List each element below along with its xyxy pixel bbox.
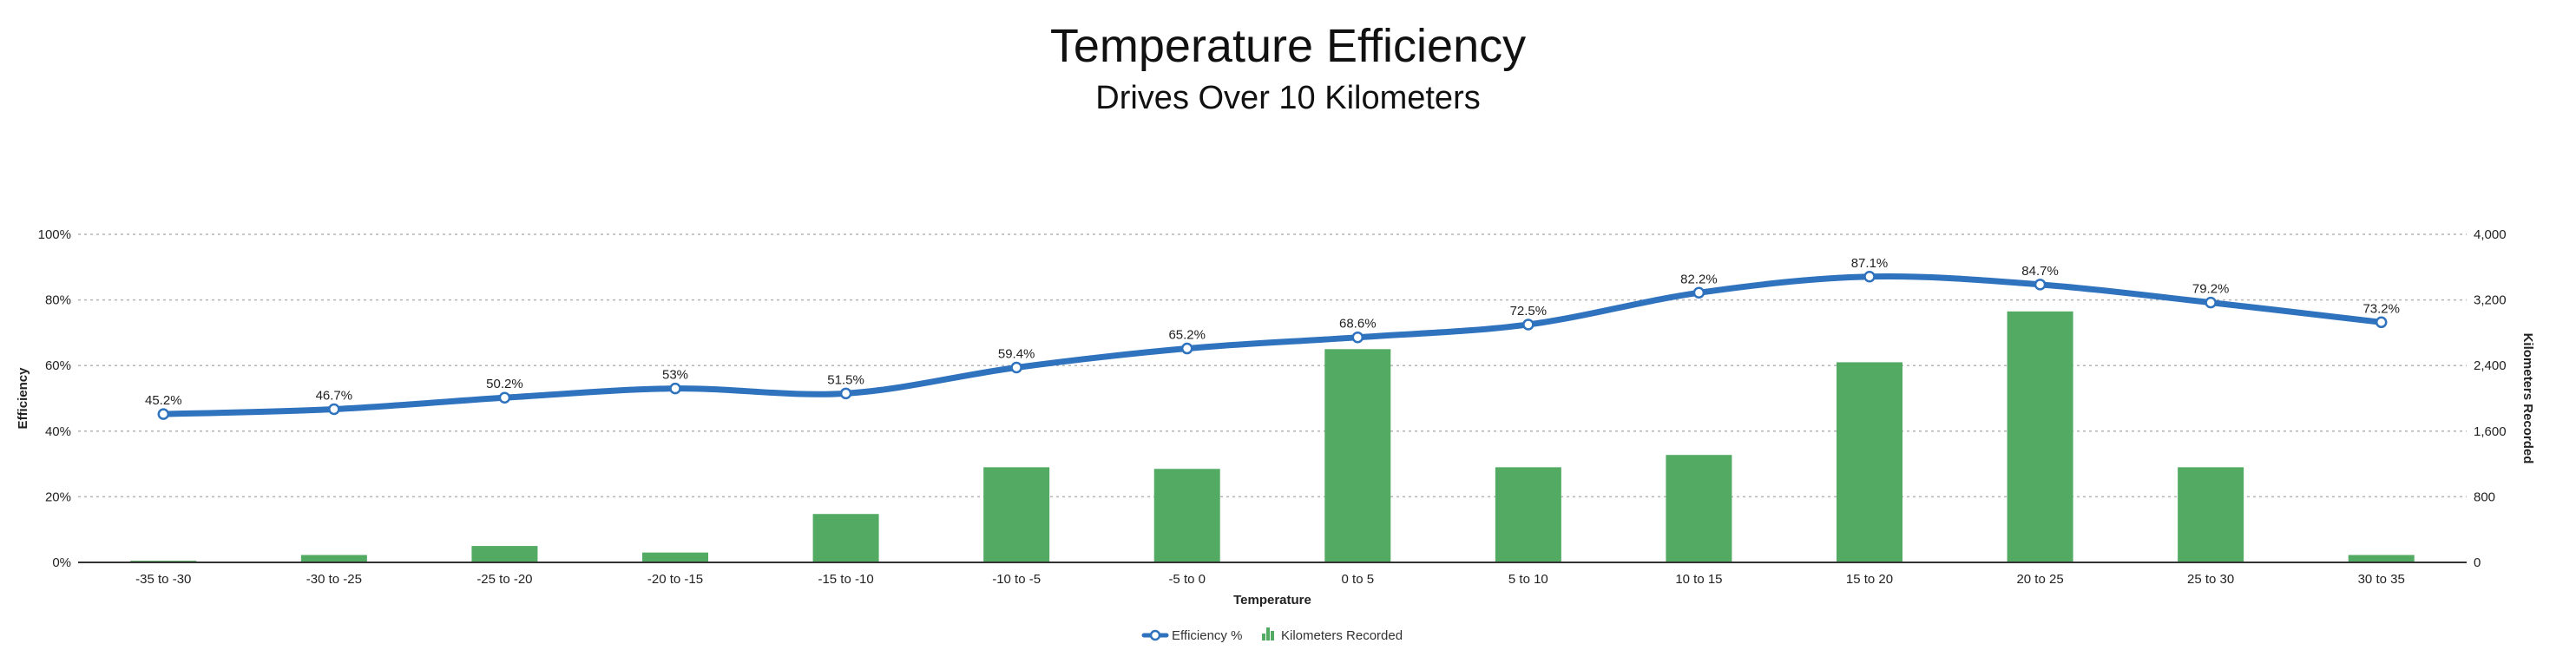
x-tick-label: 10 to 15: [1675, 572, 1722, 587]
bar: [2178, 467, 2244, 562]
data-label: 68.6%: [1339, 317, 1377, 332]
y-tick-label: 0%: [52, 555, 71, 570]
data-label: 59.4%: [998, 346, 1035, 361]
y-tick-label: 80%: [45, 293, 71, 308]
bar: [1837, 362, 1902, 562]
line-point: [1522, 319, 1534, 331]
legend-bar-icon: [1271, 631, 1274, 640]
chart-title: Temperature Efficiency: [1049, 20, 1527, 72]
y2-tick-label: 800: [2474, 489, 2495, 504]
x-tick-label: 15 to 20: [1846, 572, 1893, 587]
data-label: 46.7%: [316, 388, 353, 403]
bar: [642, 552, 708, 562]
x-axis-title: Temperature: [1233, 593, 1311, 608]
line-point: [1180, 342, 1193, 355]
line-point: [2205, 296, 2217, 309]
line-point: [328, 403, 340, 416]
line-series: 45.2% 46.7% 50.2% 53% 51.5% 59.4% 65.2% 68.6% 72…: [145, 256, 2400, 420]
x-tick-label: -25 to -20: [476, 572, 532, 587]
line-point: [839, 387, 852, 400]
x-tick-label: -15 to -10: [818, 572, 873, 587]
data-label: 73.2%: [2362, 301, 2400, 316]
y-tick-label: 40%: [45, 424, 71, 439]
line-point: [1351, 331, 1364, 344]
line-point: [157, 408, 170, 420]
x-tick-label: -5 to 0: [1168, 572, 1206, 587]
bar: [1495, 467, 1561, 562]
line-point: [1863, 271, 1876, 283]
line-point: [669, 382, 681, 395]
line-point: [498, 391, 511, 404]
x-tick-label: 25 to 30: [2187, 572, 2234, 587]
x-tick-label: 30 to 35: [2358, 572, 2405, 587]
y2-tick-label: 3,200: [2474, 293, 2507, 308]
y2-tick-label: 1,600: [2474, 424, 2507, 439]
y2-tick-label: 2,400: [2474, 358, 2507, 373]
bar: [2007, 311, 2073, 562]
legend-item-kilometers: Kilometers Recorded: [1262, 627, 1403, 643]
efficiency-line: [160, 273, 2385, 417]
chart-subtitle: Drives Over 10 Kilometers: [1095, 80, 1481, 116]
x-tick-label: 0 to 5: [1342, 572, 1375, 587]
y2-tick-label: 4,000: [2474, 227, 2507, 242]
legend-marker-icon: [1149, 629, 1161, 641]
x-tick-label: -20 to -15: [647, 572, 703, 587]
line-point: [2375, 316, 2388, 329]
y-axis-title: Efficiency: [16, 367, 30, 430]
y-tick-label: 100%: [38, 227, 71, 242]
data-label: 45.2%: [145, 393, 182, 408]
legend: Efficiency % Kilometers Recorded: [1141, 627, 1403, 643]
bar: [812, 514, 879, 562]
legend-label: Kilometers Recorded: [1281, 628, 1403, 643]
legend-bar-icon: [1262, 634, 1265, 640]
data-label: 82.2%: [1680, 272, 1718, 286]
legend-label: Efficiency %: [1172, 628, 1242, 643]
data-label: 53%: [662, 368, 688, 383]
x-tick-label: -10 to -5: [992, 572, 1041, 587]
y2-axis-title: Kilometers Recorded: [2520, 333, 2535, 464]
data-label: 51.5%: [827, 372, 864, 387]
bar: [983, 467, 1050, 562]
bar: [300, 555, 367, 562]
legend-bar-icon: [1266, 627, 1270, 640]
y-tick-label: 20%: [45, 489, 71, 504]
line-point: [2034, 279, 2047, 291]
x-tick-label: -30 to -25: [306, 572, 362, 587]
bar: [471, 546, 538, 562]
line-point: [1692, 286, 1705, 299]
y2-tick-label: 0: [2474, 555, 2481, 570]
bar-series: [130, 311, 2415, 562]
x-tick-label: -35 to -30: [135, 572, 191, 587]
x-tick-label: 5 to 10: [1508, 572, 1548, 587]
bar: [1666, 455, 1732, 562]
data-label: 72.5%: [1510, 304, 1548, 319]
y-tick-label: 60%: [45, 358, 71, 373]
data-label: 79.2%: [2192, 282, 2230, 297]
line-point: [1010, 361, 1022, 374]
data-label: 50.2%: [486, 377, 523, 391]
data-label: 65.2%: [1168, 328, 1206, 343]
x-tick-label: 20 to 25: [2016, 572, 2063, 587]
bar: [1324, 349, 1391, 562]
bar: [1153, 469, 1220, 562]
gridlines: [78, 233, 2467, 498]
axes: 0% 0 20% 800 40% 1,600 60% 2,400 80% 3,200 100% 4,0…: [16, 227, 2535, 608]
bar: [2348, 555, 2415, 562]
data-label: 87.1%: [1851, 256, 1889, 271]
legend-item-efficiency: Efficiency %: [1141, 628, 1242, 643]
data-label: 84.7%: [2021, 264, 2059, 279]
